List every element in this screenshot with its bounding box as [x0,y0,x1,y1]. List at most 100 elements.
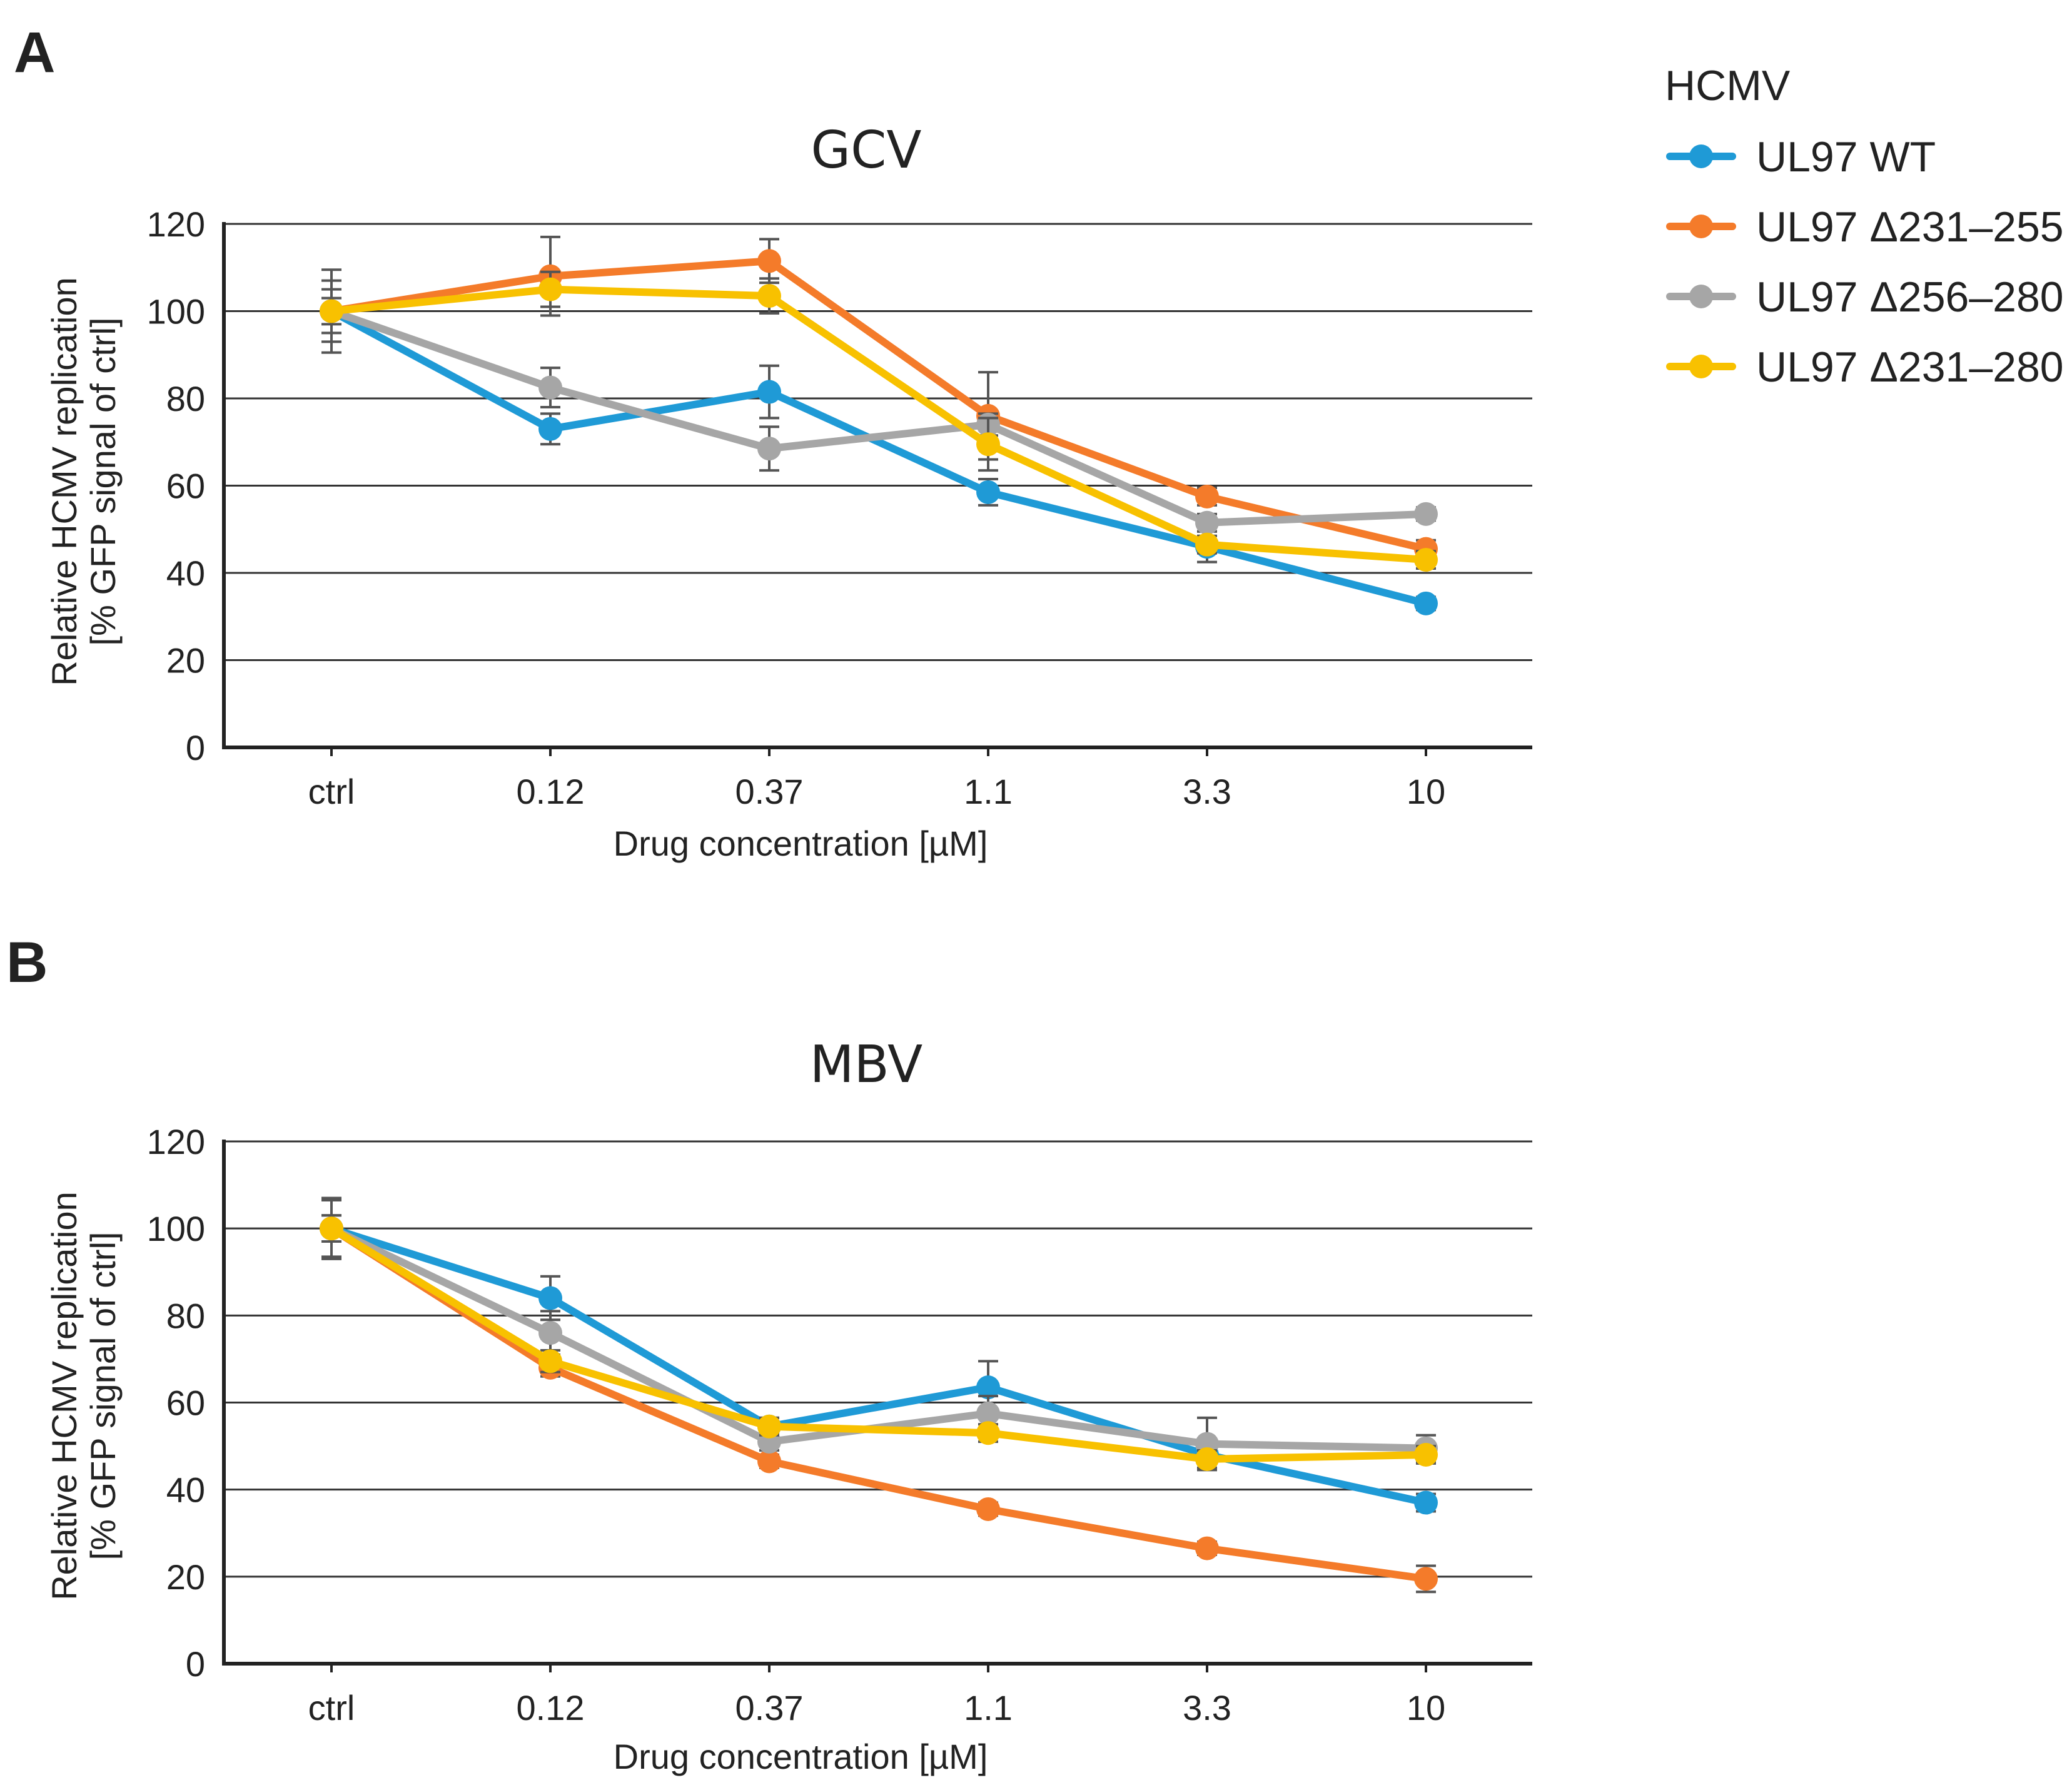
y-tick-label-a-80: 80 [166,379,205,418]
point-b-ul97-231-280-5 [1414,1443,1438,1467]
legend-label-ul97-231-255: UL97 Δ231–255 [1756,203,2064,251]
point-a-ul97-wt-2 [757,380,781,404]
y-tick-label-b-0: 0 [186,1644,205,1684]
legend-swatch-marker-ul97-231-255 [1689,215,1713,238]
point-b-ul97-231-255-3 [976,1497,1000,1521]
point-b-ul97-231-255-4 [1195,1536,1219,1560]
point-a-ul97-wt-3 [976,480,1000,504]
y-tick-label-a-20: 20 [166,641,205,680]
line-a-ul97-256-280 [328,307,1430,527]
legend-swatch-marker-ul97-wt [1689,144,1713,168]
legend-entry-ul97-wt: UL97 WT [1666,133,1936,181]
line-b-ul97-231-280 [328,1225,1430,1463]
point-a-ul97-231-280-1 [538,277,562,301]
x-tick-label-a-0-12: 0.12 [517,772,585,811]
series-a-ul97-231-255 [320,235,1438,561]
point-b-ul97-231-280-4 [1195,1447,1219,1471]
point-b-ul97-231-280-2 [757,1414,781,1439]
legend-label-ul97-231-280: UL97 Δ231–280 [1756,343,2064,391]
panel-a-letter: A [14,21,55,84]
series-b-ul97-wt [320,1196,1438,1515]
legend-entry-ul97-256-280: UL97 Δ256–280 [1666,273,2064,321]
point-a-ul97-wt-1 [538,417,562,441]
point-b-ul97-231-280-3 [976,1421,1000,1445]
series-a-ul97-231-280 [320,270,1438,572]
x-tick-label-b-ctrl: ctrl [308,1688,355,1727]
y-tick-label-a-120: 120 [147,205,205,244]
point-a-ul97-256-280-4 [1195,510,1219,535]
line-a-ul97-231-280 [328,285,1430,564]
point-b-ul97-231-280-0 [320,1216,343,1241]
legend-swatch-marker-ul97-231-280 [1689,355,1713,378]
legend-swatch-marker-ul97-256-280 [1689,285,1713,308]
y-tick-label-b-60: 60 [166,1383,205,1423]
chart-title-mbv: MBV [810,1035,923,1095]
series-b-ul97-231-280 [320,1214,1438,1471]
panel-b-letter: B [6,931,48,994]
legend-entries: UL97 WT UL97 Δ231–255 UL97 Δ256–280 UL97 Δ2… [1666,133,2064,391]
line-b-ul97-231-255 [328,1225,1430,1583]
x-tick-label-a-ctrl: ctrl [308,772,355,811]
point-a-ul97-231-280-3 [976,432,1000,457]
y-tick-label-b-120: 120 [147,1122,205,1161]
point-a-ul97-231-280-4 [1195,532,1219,557]
chart-mbv: MBV 0 20 40 60 80 100 120 ctrl 0.12 0.37 1.1 3.3 10… [44,1035,1532,1776]
y-ticks-b: 0 20 40 60 80 100 120 [147,1122,205,1684]
point-b-ul97-wt-3 [976,1375,1000,1400]
chart-gcv: GCV 0 20 40 60 80 100 120 ctrl 0.12 0.37 1.1 3.3 10… [44,121,1532,863]
gridlines-b [224,1140,1532,1578]
series-b [320,1196,1438,1594]
point-a-ul97-231-255-2 [757,249,781,273]
y-ticks-a: 0 20 40 60 80 100 120 [147,205,205,767]
x-tick-label-a-1-1: 1.1 [964,772,1013,811]
line-a-ul97-231-255 [328,257,1430,553]
line-b-ul97-wt [328,1225,1430,1507]
legend-entry-ul97-231-280: UL97 Δ231–280 [1666,343,2064,391]
point-a-ul97-256-280-1 [538,375,562,400]
y-tick-label-b-40: 40 [166,1470,205,1510]
point-a-ul97-231-280-0 [320,299,343,323]
x-tick-label-a-3-3: 3.3 [1183,772,1231,811]
series-a [320,235,1438,615]
x-tick-label-b-3-3: 3.3 [1183,1688,1231,1727]
series-a-ul97-wt [320,279,1438,615]
point-b-ul97-wt-5 [1414,1490,1438,1515]
x-ticks-a: ctrl 0.12 0.37 1.1 3.3 10 [308,747,1445,811]
y-tick-label-b-100: 100 [147,1209,205,1248]
y-axis-label-b-line1: Relative HCMV replication [44,1191,84,1600]
legend-label-ul97-wt: UL97 WT [1756,133,1936,181]
gridlines-a [224,223,1532,661]
x-tick-label-a-0-37: 0.37 [735,772,804,811]
x-tick-label-b-10: 10 [1407,1688,1445,1727]
point-a-ul97-256-280-2 [757,437,781,461]
line-b-ul97-256-280 [328,1225,1430,1452]
y-axis-label-a-line1: Relative HCMV replication [44,277,84,686]
x-axis-label-a: Drug concentration [µM] [614,824,988,863]
y-tick-label-a-0: 0 [186,728,205,767]
x-ticks-b: ctrl 0.12 0.37 1.1 3.3 10 [308,1664,1445,1727]
chart-title-gcv: GCV [811,121,922,180]
x-tick-label-b-0-37: 0.37 [735,1688,804,1727]
point-a-ul97-256-280-5 [1414,502,1438,526]
legend-entry-ul97-231-255: UL97 Δ231–255 [1666,203,2064,251]
x-tick-label-b-1-1: 1.1 [964,1688,1013,1727]
point-a-ul97-wt-5 [1414,591,1438,615]
y-axis-label-a-line2: [% GFP signal of ctrl] [83,318,123,646]
point-a-ul97-231-255-4 [1195,484,1219,508]
y-tick-label-a-100: 100 [147,292,205,331]
point-b-ul97-256-280-1 [538,1321,562,1345]
x-axis-label-b: Drug concentration [µM] [614,1737,988,1776]
x-tick-label-a-10: 10 [1407,772,1445,811]
y-tick-label-b-80: 80 [166,1296,205,1335]
x-tick-label-b-0-12: 0.12 [517,1688,585,1727]
point-a-ul97-231-280-2 [757,284,781,308]
point-b-ul97-231-280-1 [538,1349,562,1373]
y-tick-label-a-60: 60 [166,467,205,506]
legend-label-ul97-256-280: UL97 Δ256–280 [1756,273,2064,321]
legend-title: HCMV [1665,62,1791,109]
point-b-ul97-231-255-2 [757,1449,781,1474]
point-b-ul97-wt-1 [538,1286,562,1310]
y-tick-label-b-20: 20 [166,1557,205,1597]
point-a-ul97-231-280-5 [1414,548,1438,572]
